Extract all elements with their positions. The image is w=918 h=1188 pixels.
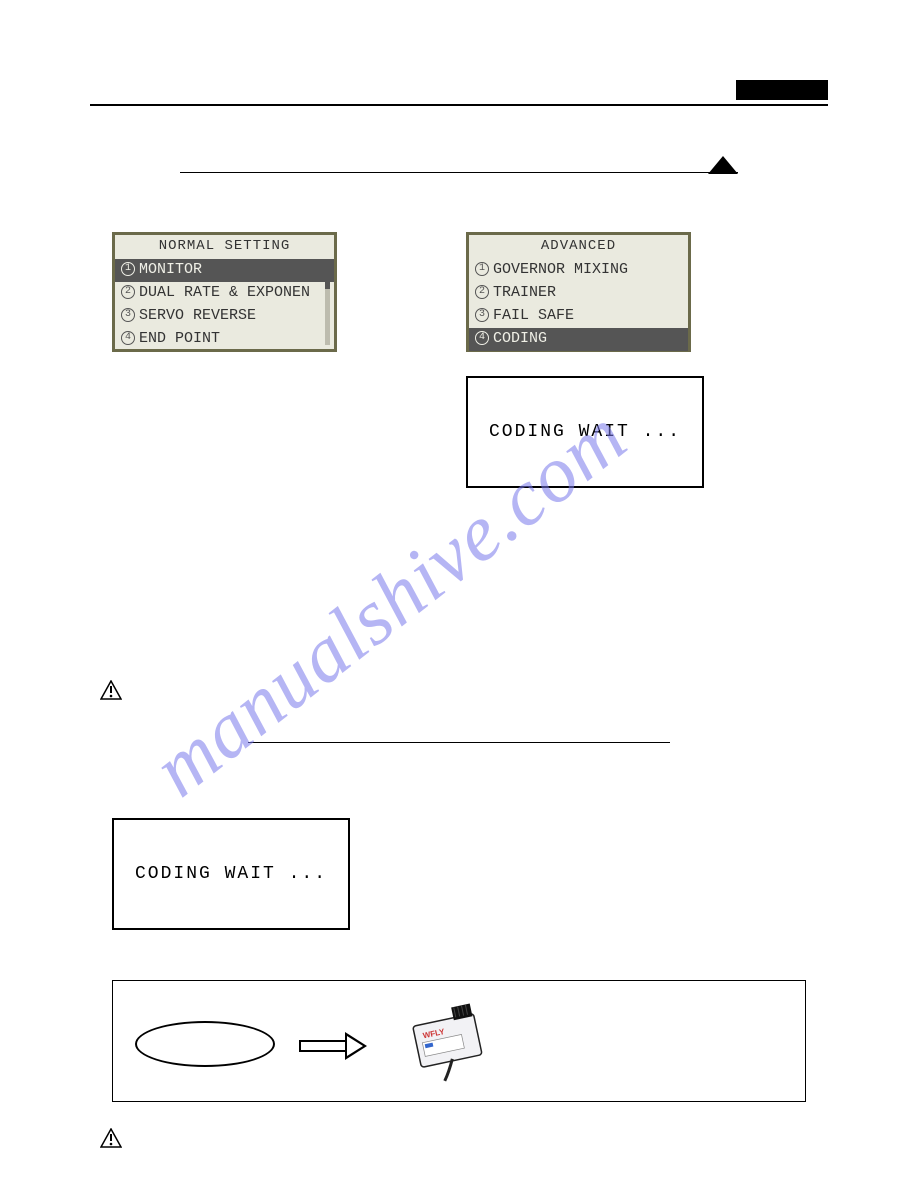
- header-black-bar: [736, 80, 828, 100]
- lcd-advanced-row-2: 2 TRAINER: [469, 282, 688, 305]
- row-number: 4: [475, 331, 489, 345]
- coding-diagram: WFLY: [112, 980, 806, 1102]
- diagram-ellipse: [135, 1021, 275, 1067]
- lcd-advanced-row-3: 3 FAIL SAFE: [469, 305, 688, 328]
- coding-wait-text: CODING WAIT ...: [489, 422, 681, 442]
- row-label: FAIL SAFE: [493, 305, 574, 326]
- lcd-normal-row-4: 4 END POINT: [115, 328, 334, 351]
- row-label: SERVO REVERSE: [139, 305, 256, 326]
- coding-wait-box-1: CODING WAIT ...: [466, 376, 704, 488]
- coding-wait-box-2: CODING WAIT ...: [112, 818, 350, 930]
- lcd-advanced-title: ADVANCED: [469, 235, 688, 259]
- row-number: 3: [121, 308, 135, 322]
- mid-rule: [248, 742, 670, 743]
- header-rule: [90, 104, 828, 106]
- row-label: TRAINER: [493, 282, 556, 303]
- row-label: DUAL RATE & EXPONEN: [139, 282, 310, 303]
- coding-wait-text: CODING WAIT ...: [135, 864, 327, 884]
- lcd-normal-row-3: 3 SERVO REVERSE: [115, 305, 334, 328]
- caution-icon: [100, 680, 122, 700]
- row-number: 1: [475, 262, 489, 276]
- row-label: END POINT: [139, 328, 220, 349]
- lcd-normal-title: NORMAL SETTING: [115, 235, 334, 259]
- caution-icon: [100, 1128, 122, 1148]
- row-number: 1: [121, 262, 135, 276]
- lcd-normal-row-2: 2 DUAL RATE & EXPONEN: [115, 282, 334, 305]
- content-top-rule: [180, 172, 738, 173]
- lcd-advanced: ADVANCED 1 GOVERNOR MIXING 2 TRAINER 3 F…: [466, 232, 691, 352]
- page: manualshive.com NORMAL SETTING 1 MONITOR…: [0, 0, 918, 1188]
- row-label: MONITOR: [139, 259, 202, 280]
- lcd-scrollbar: [325, 265, 330, 345]
- row-number: 2: [121, 285, 135, 299]
- lcd-normal-setting: NORMAL SETTING 1 MONITOR 2 DUAL RATE & E…: [112, 232, 337, 352]
- row-number: 3: [475, 308, 489, 322]
- row-label: CODING: [493, 328, 547, 349]
- lcd-normal-row-1: 1 MONITOR: [115, 259, 334, 282]
- receiver-icon: WFLY: [395, 1001, 505, 1086]
- diagram-arrow-icon: [299, 1035, 369, 1057]
- row-number: 4: [121, 331, 135, 345]
- lcd-advanced-row-4: 4 CODING: [469, 328, 688, 351]
- content-rule-arrow-icon: [708, 156, 738, 174]
- row-number: 2: [475, 285, 489, 299]
- lcd-advanced-row-1: 1 GOVERNOR MIXING: [469, 259, 688, 282]
- row-label: GOVERNOR MIXING: [493, 259, 628, 280]
